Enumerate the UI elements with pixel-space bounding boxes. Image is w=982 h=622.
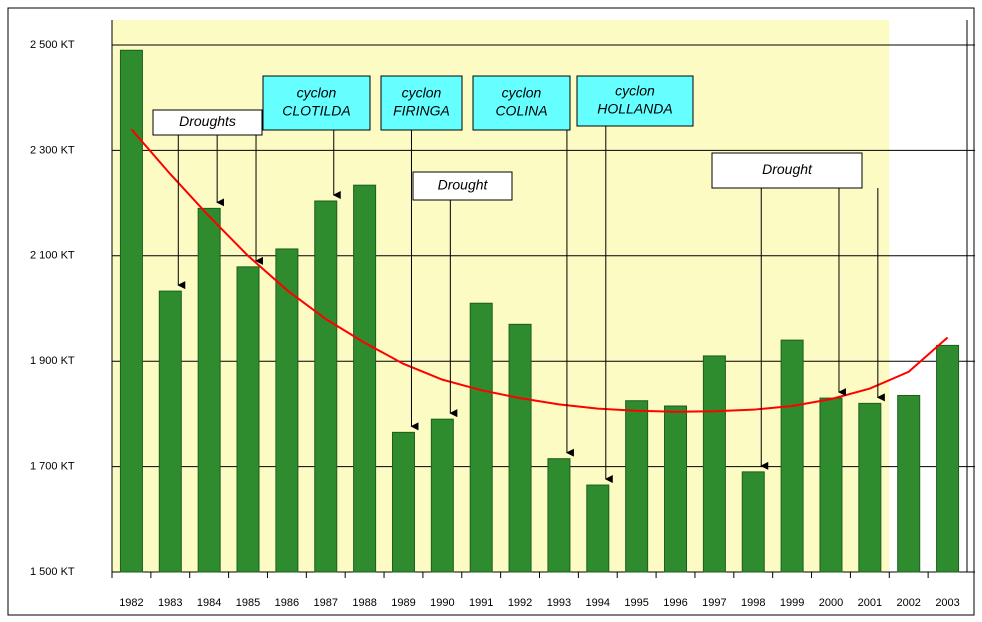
x-tick-label: 2002 — [896, 597, 920, 609]
annotation-box — [711, 152, 863, 189]
bar — [275, 248, 299, 573]
y-tick-label: 1 500 KT — [30, 566, 75, 578]
annotation-text: cyclon — [615, 83, 655, 99]
bar — [508, 323, 532, 573]
x-tick-label: 1998 — [741, 597, 765, 609]
bar — [625, 400, 649, 573]
y-tick-label: 2 500 KT — [30, 39, 75, 51]
x-tick-label: 2003 — [935, 597, 959, 609]
x-tick-label: 1987 — [314, 597, 338, 609]
y-tick-label: 2 100 KT — [30, 250, 75, 262]
x-tick-label: 1990 — [430, 597, 454, 609]
bar — [430, 418, 454, 573]
x-tick-label: 1983 — [158, 597, 182, 609]
y-tick-label: 1 700 KT — [30, 461, 75, 473]
bar — [897, 394, 921, 573]
bar — [586, 484, 610, 573]
x-tick-label: 1993 — [547, 597, 571, 609]
annotation-text: FIRINGA — [393, 103, 450, 119]
bar — [780, 339, 804, 573]
x-tick-label: 1989 — [391, 597, 415, 609]
x-tick-label: 1988 — [352, 597, 376, 609]
annotation-text: HOLLANDA — [597, 101, 672, 117]
x-tick-label: 2000 — [819, 597, 843, 609]
x-tick-label: 1984 — [197, 597, 221, 609]
annotation-text: CLOTILDA — [282, 103, 350, 119]
x-tick-label: 1985 — [236, 597, 260, 609]
x-tick-label: 1997 — [702, 597, 726, 609]
annotation-text: Drought — [438, 177, 489, 193]
y-tick-label: 2 300 KT — [30, 144, 75, 156]
x-tick-label: 1992 — [508, 597, 532, 609]
bar — [819, 397, 843, 573]
bar — [741, 471, 765, 573]
annotation-box — [412, 171, 513, 201]
annotation-box — [576, 75, 694, 127]
bar — [119, 49, 143, 573]
annotation-box — [472, 75, 571, 131]
annotation-box — [380, 75, 463, 131]
bar — [236, 266, 260, 573]
annotation-text: cyclon — [297, 85, 337, 101]
bar — [197, 207, 221, 573]
y-tick-label: 1 900 KT — [30, 355, 75, 367]
bar — [702, 355, 726, 573]
annotation-text: cyclon — [502, 85, 542, 101]
bar — [391, 431, 415, 573]
annotation-text: cyclon — [402, 85, 442, 101]
bar — [858, 402, 882, 573]
bar — [469, 302, 493, 573]
x-tick-label: 1991 — [469, 597, 493, 609]
annotation-box — [262, 75, 371, 131]
x-tick-label: 1986 — [275, 597, 299, 609]
x-tick-label: 1995 — [624, 597, 648, 609]
annotation-box — [152, 109, 263, 136]
bar — [353, 184, 377, 573]
annotation-text: Droughts — [179, 113, 236, 129]
bar — [547, 458, 571, 573]
bar — [314, 200, 338, 573]
bar — [936, 344, 960, 573]
x-tick-label: 1994 — [586, 597, 610, 609]
x-tick-label: 1996 — [663, 597, 687, 609]
annotation-text: Drought — [762, 161, 813, 177]
x-tick-label: 1999 — [780, 597, 804, 609]
bar — [158, 290, 182, 573]
trend-line — [130, 128, 949, 413]
x-tick-label: 1982 — [119, 597, 143, 609]
annotation-text: COLINA — [495, 103, 547, 119]
x-tick-label: 2001 — [858, 597, 882, 609]
bar — [664, 405, 688, 573]
